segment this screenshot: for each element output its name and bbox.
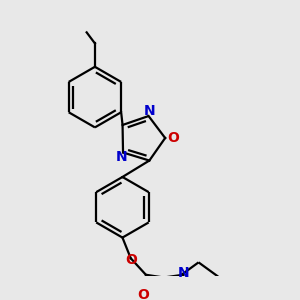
Text: N: N [178,266,189,280]
Text: N: N [144,104,156,118]
Text: O: O [167,131,179,145]
Text: O: O [137,288,149,300]
Text: N: N [116,151,127,164]
Text: O: O [125,253,137,267]
